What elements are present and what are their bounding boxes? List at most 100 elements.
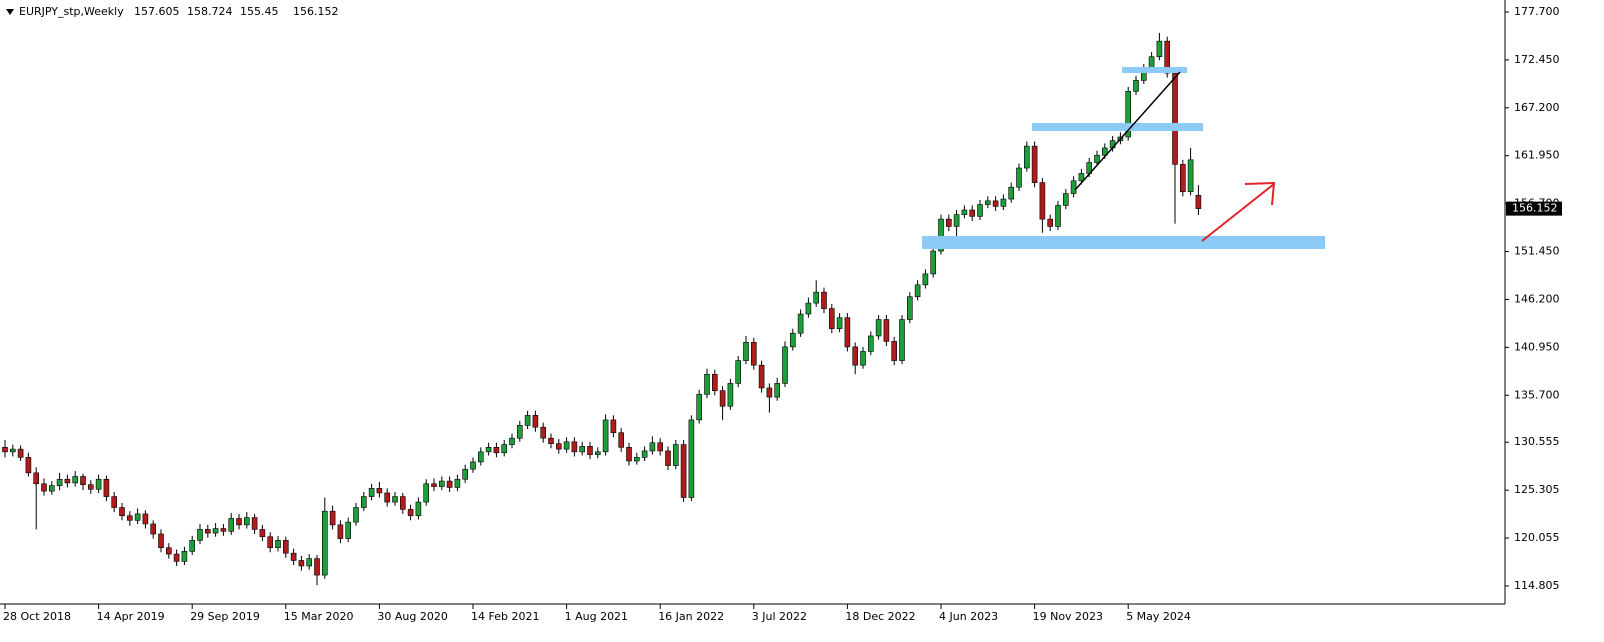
candle-body bbox=[1063, 193, 1069, 206]
candle-body bbox=[259, 529, 266, 538]
candle-body bbox=[844, 317, 851, 348]
x-tick-label: 28 Oct 2018 bbox=[3, 610, 71, 623]
candle-body bbox=[95, 478, 102, 490]
candle-body bbox=[119, 507, 125, 517]
candle-body bbox=[56, 478, 63, 486]
candle-body bbox=[1039, 182, 1046, 220]
candle-body bbox=[1195, 195, 1202, 209]
candle-body bbox=[10, 448, 16, 453]
candle-body bbox=[244, 517, 250, 526]
x-tick-label: 5 May 2024 bbox=[1126, 610, 1191, 623]
candle-body bbox=[563, 441, 570, 450]
candle-body bbox=[407, 509, 414, 517]
candle-body bbox=[111, 496, 117, 508]
candle-body bbox=[579, 446, 586, 453]
candle-body bbox=[173, 553, 180, 562]
candle-body bbox=[415, 501, 422, 517]
candle-body bbox=[945, 218, 952, 227]
candle-body bbox=[228, 518, 234, 532]
close-value: 156.152 bbox=[293, 5, 339, 18]
candle-body bbox=[899, 319, 905, 361]
candle-body bbox=[321, 510, 328, 576]
candle-body bbox=[267, 536, 274, 548]
x-tick-label: 29 Sep 2019 bbox=[190, 610, 260, 623]
candle-body bbox=[134, 513, 141, 521]
price-label-box bbox=[1506, 201, 1562, 216]
candle-body bbox=[368, 488, 375, 497]
candle-body bbox=[485, 446, 492, 453]
candle-body bbox=[150, 523, 156, 535]
y-tick-label: 167.200 bbox=[1514, 101, 1560, 114]
candle-body bbox=[922, 273, 929, 286]
candle-body bbox=[41, 483, 47, 492]
candle-body bbox=[782, 346, 788, 384]
candle-body bbox=[1102, 147, 1108, 156]
candle-body bbox=[938, 218, 944, 252]
candle-body bbox=[758, 364, 765, 389]
candle-body bbox=[524, 415, 531, 426]
candle-body bbox=[431, 483, 437, 487]
candle-body bbox=[813, 291, 820, 304]
candle-body bbox=[275, 540, 281, 548]
candle-body bbox=[423, 483, 430, 503]
candle-body bbox=[438, 480, 445, 487]
candle-body bbox=[384, 492, 391, 503]
candle-body bbox=[649, 442, 656, 452]
candle-body bbox=[1180, 164, 1186, 193]
candle-body bbox=[704, 373, 710, 395]
candle-body bbox=[852, 346, 859, 366]
y-tick-label: 135.700 bbox=[1514, 388, 1560, 401]
candle-body bbox=[641, 450, 648, 458]
candle-body bbox=[571, 441, 578, 453]
candle-body bbox=[867, 335, 874, 352]
x-tick-label: 18 Dec 2022 bbox=[845, 610, 915, 623]
candle-body bbox=[1047, 218, 1053, 227]
candle-body bbox=[48, 485, 55, 492]
price-label: 156.152 bbox=[1512, 202, 1558, 215]
candle-body bbox=[103, 478, 110, 497]
candle-body bbox=[540, 426, 547, 439]
candle-body bbox=[25, 457, 32, 474]
candle-body bbox=[376, 488, 383, 494]
candle-body bbox=[711, 373, 718, 392]
plot-area bbox=[2, 32, 1202, 586]
candle-body bbox=[1024, 145, 1030, 169]
candle-body bbox=[189, 540, 195, 552]
candle-body bbox=[727, 383, 734, 407]
zone bbox=[1032, 123, 1203, 131]
candle-body bbox=[883, 319, 890, 342]
candle-body bbox=[891, 341, 898, 361]
candle-body bbox=[1031, 145, 1038, 183]
x-tick-label: 15 Mar 2020 bbox=[284, 610, 354, 623]
chart-title: EURJPY_stp,Weekly bbox=[19, 5, 124, 18]
candle-body bbox=[446, 480, 453, 488]
y-tick-label: 140.950 bbox=[1514, 340, 1560, 353]
candle-body bbox=[657, 442, 664, 452]
candle-body bbox=[953, 214, 960, 227]
candle-body bbox=[719, 390, 726, 407]
candle-body bbox=[1133, 80, 1139, 92]
candle-body bbox=[743, 342, 749, 361]
candle-body bbox=[618, 432, 625, 448]
candle-body bbox=[1164, 40, 1170, 74]
candle-body bbox=[836, 317, 843, 329]
y-tick-label: 130.555 bbox=[1514, 435, 1560, 448]
candle-body bbox=[1094, 154, 1100, 163]
x-tick-label: 16 Jan 2022 bbox=[658, 610, 724, 623]
candle-body bbox=[594, 451, 601, 455]
candle-body bbox=[212, 528, 219, 534]
candle-body bbox=[236, 518, 242, 526]
x-tick-label: 3 Jul 2022 bbox=[752, 610, 807, 623]
candle-body bbox=[205, 529, 211, 534]
candle-body bbox=[251, 517, 258, 530]
candle-body bbox=[197, 529, 203, 541]
candle-body bbox=[337, 524, 344, 539]
candle-body bbox=[392, 496, 398, 503]
candle-body bbox=[33, 472, 40, 485]
candle-body bbox=[587, 446, 593, 455]
candle-body bbox=[688, 419, 695, 498]
candle-body bbox=[626, 446, 632, 462]
candle-body bbox=[290, 552, 297, 561]
candle-body bbox=[493, 446, 500, 454]
